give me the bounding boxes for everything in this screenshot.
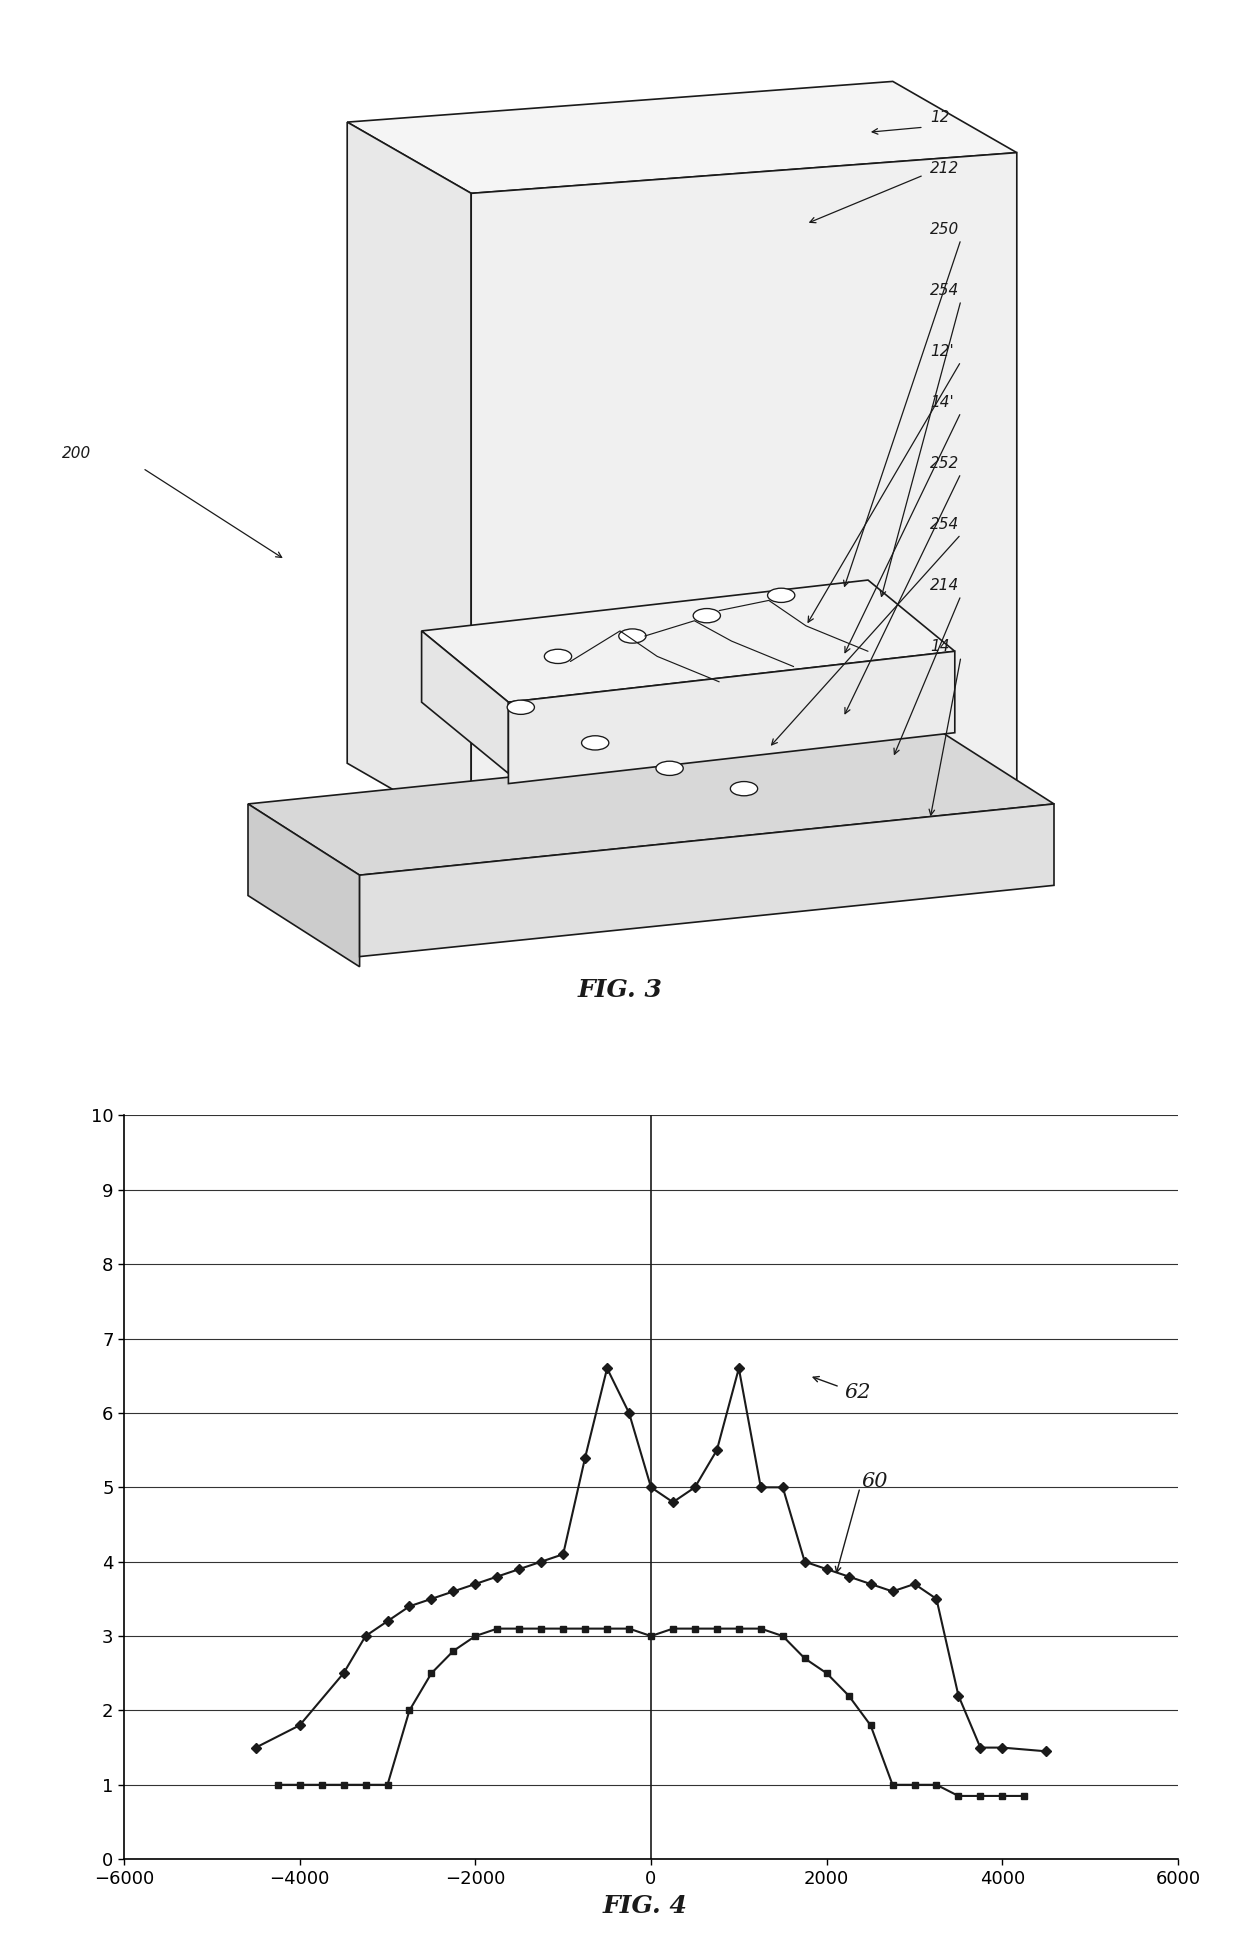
Ellipse shape	[693, 609, 720, 622]
Polygon shape	[347, 82, 1017, 194]
Text: 254: 254	[930, 284, 960, 297]
Polygon shape	[248, 804, 360, 967]
Ellipse shape	[656, 761, 683, 775]
Text: 254: 254	[930, 517, 960, 532]
Text: 14': 14'	[930, 395, 954, 411]
Text: 12: 12	[930, 110, 950, 125]
Ellipse shape	[730, 781, 758, 796]
Text: 60: 60	[862, 1472, 888, 1491]
Ellipse shape	[507, 701, 534, 714]
Text: 250: 250	[930, 221, 960, 237]
Ellipse shape	[582, 736, 609, 750]
Polygon shape	[347, 121, 471, 834]
Polygon shape	[508, 652, 955, 783]
Ellipse shape	[768, 589, 795, 603]
Polygon shape	[360, 804, 1054, 957]
Text: FIG. 4: FIG. 4	[603, 1894, 687, 1918]
Text: 14: 14	[930, 640, 950, 654]
Text: 12': 12'	[930, 344, 954, 360]
Text: 214: 214	[930, 577, 960, 593]
Text: 252: 252	[930, 456, 960, 472]
Text: 212: 212	[930, 160, 960, 176]
Ellipse shape	[619, 628, 646, 644]
Polygon shape	[248, 732, 1054, 875]
Polygon shape	[422, 630, 508, 773]
Text: 200: 200	[62, 446, 92, 462]
Text: FIG. 3: FIG. 3	[578, 978, 662, 1002]
Ellipse shape	[544, 650, 572, 663]
Polygon shape	[471, 153, 1017, 865]
Text: 62: 62	[844, 1384, 870, 1401]
Polygon shape	[422, 579, 955, 703]
